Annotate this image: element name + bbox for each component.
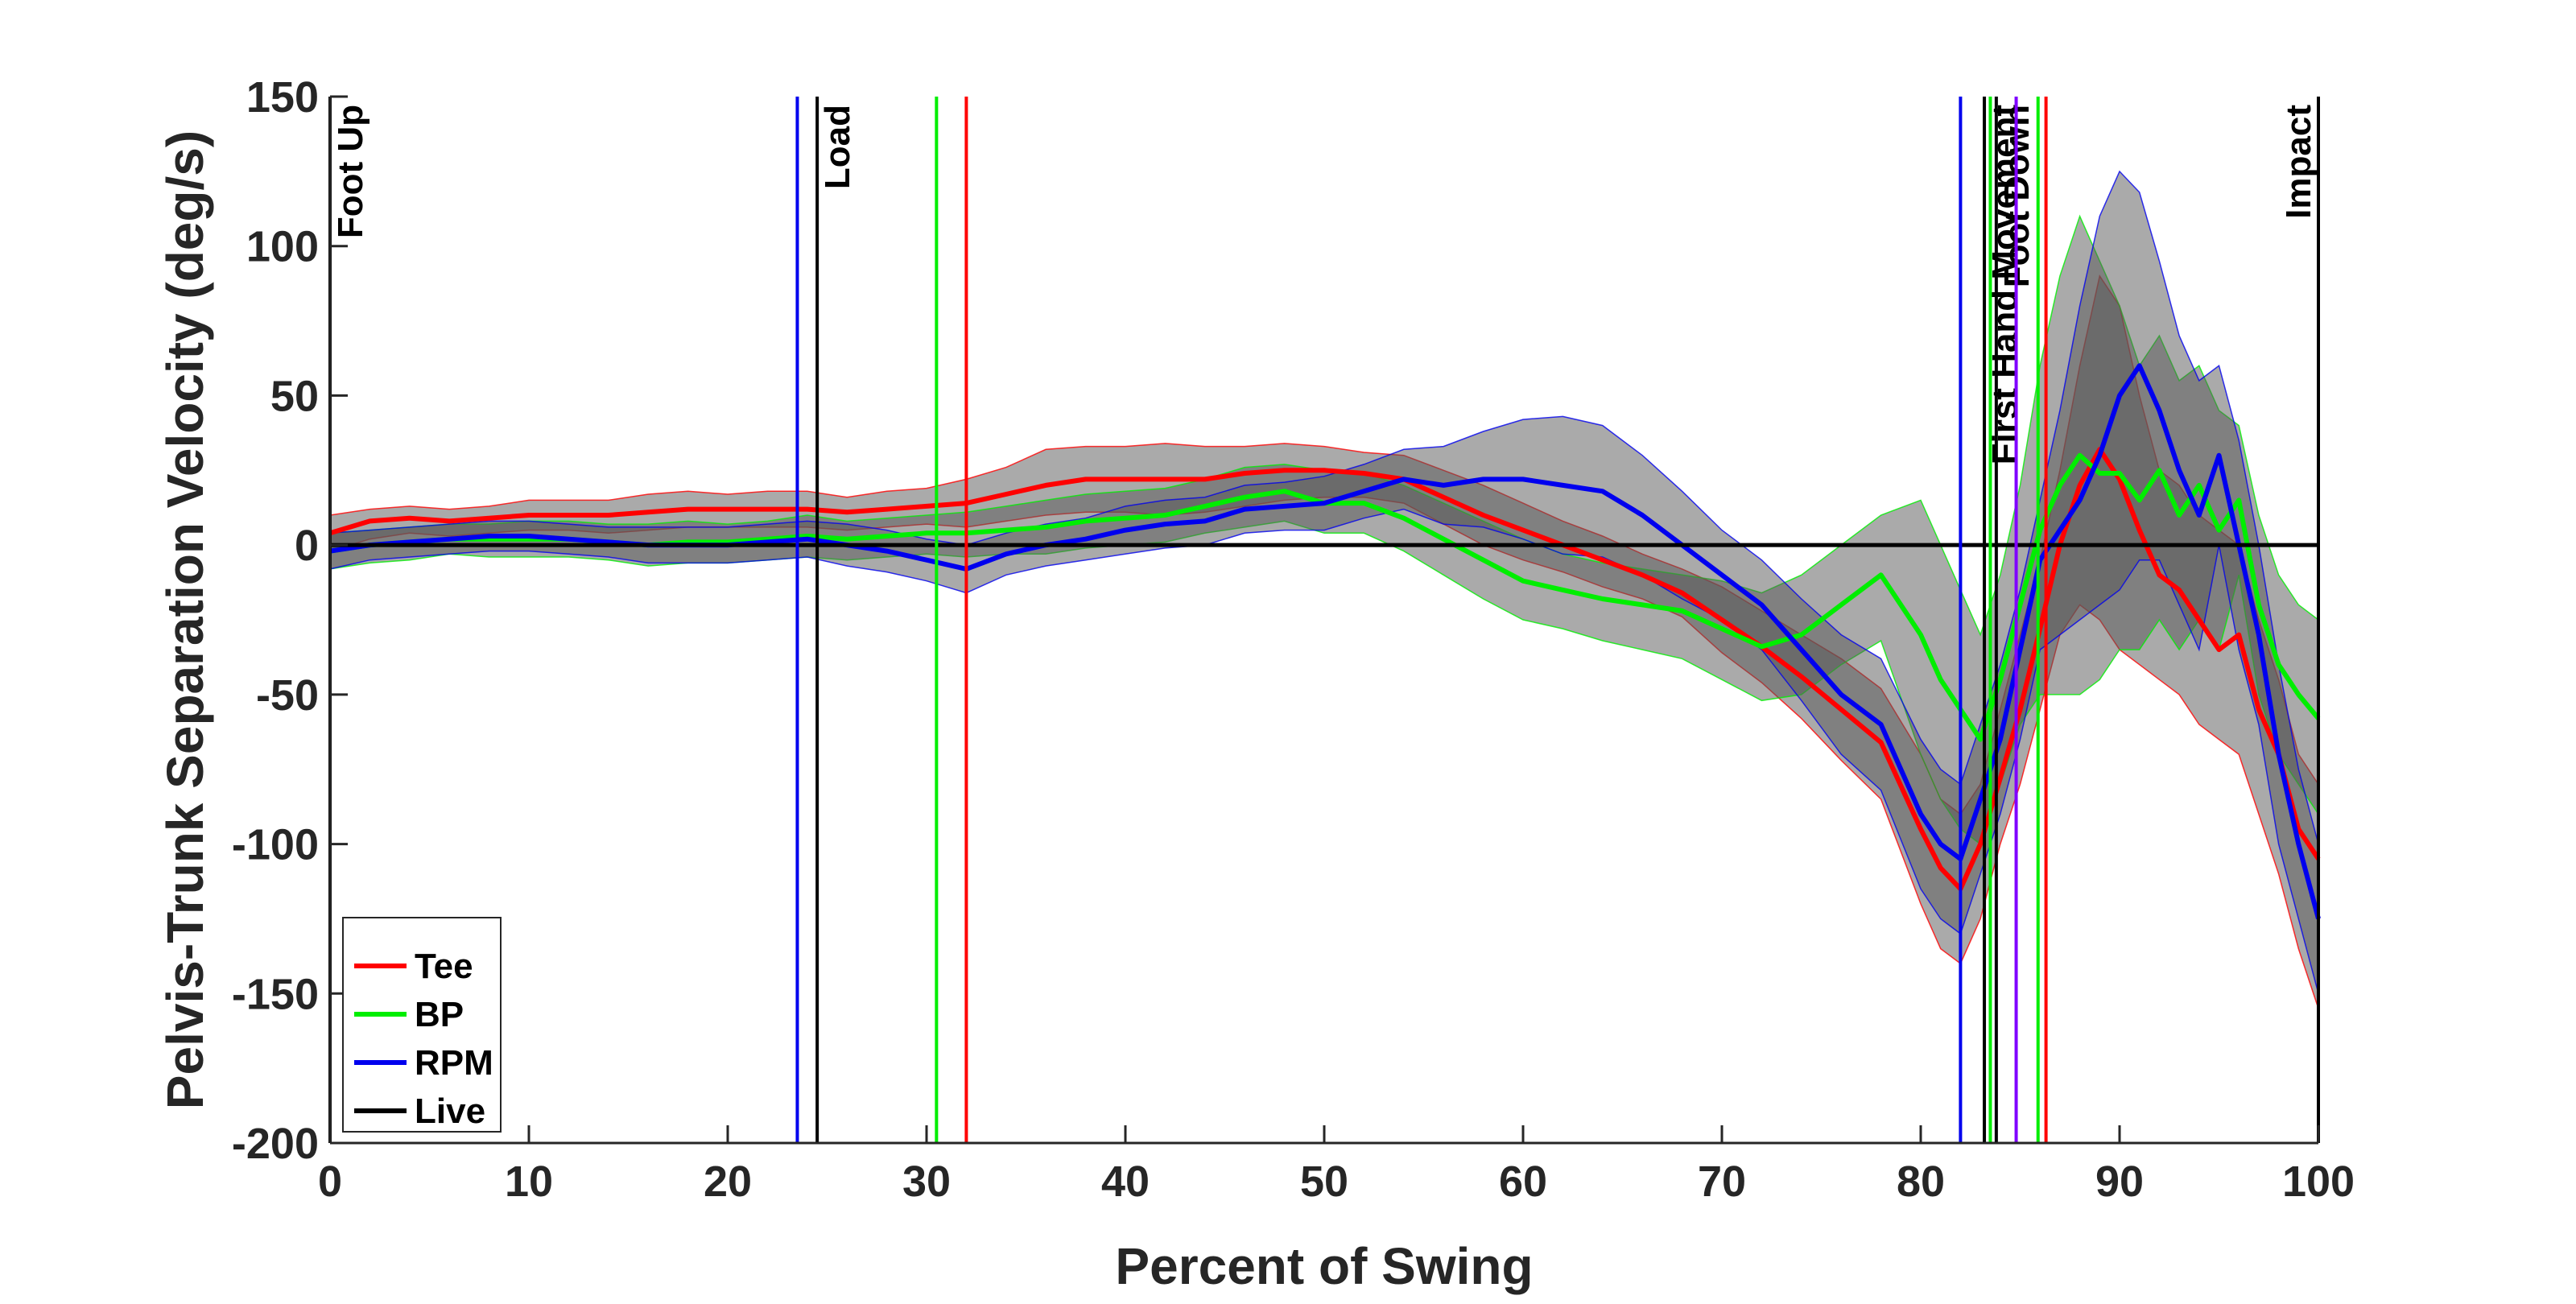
x-tick-label: 40 (1101, 1158, 1150, 1206)
x-axis-title: Percent of Swing (1115, 1237, 1533, 1295)
line-bp (329, 452, 2321, 742)
x-tick-label: 0 (318, 1158, 342, 1206)
x-tick-label: 30 (902, 1158, 951, 1206)
legend: Tee BP RPM Live (342, 917, 502, 1133)
x-tick-label: 80 (1897, 1158, 1945, 1206)
y-tick-label: -100 (232, 821, 319, 869)
x-tick-label: 60 (1499, 1158, 1547, 1206)
x-tick-label: 100 (2282, 1158, 2355, 1206)
x-tick-labels: 0 10 20 30 40 50 60 70 80 90 100 (318, 1125, 2355, 1206)
line-tee (329, 447, 2321, 892)
x-tick-label: 70 (1698, 1158, 1746, 1206)
x-tick-label: 10 (505, 1158, 553, 1206)
y-tick-label: -200 (232, 1120, 319, 1168)
y-tick-label: 0 (295, 522, 319, 570)
y-tick-label: 150 (246, 73, 319, 122)
event-label-load: Load (818, 105, 857, 189)
event-label-impact: Impact (2279, 105, 2318, 219)
legend-label-bp: BP (415, 995, 464, 1034)
legend-box (342, 917, 502, 1133)
legend-label-rpm: RPM (415, 1043, 493, 1083)
x-tick-label: 50 (1300, 1158, 1348, 1206)
y-axis-title: Pelvis-Trunk Separation Velocity (deg/s) (156, 130, 214, 1109)
event-label-foot-up: Foot Up (331, 105, 370, 238)
y-tick-label: -50 (256, 671, 319, 720)
legend-label-tee: Tee (415, 947, 473, 986)
x-tick-label: 90 (2095, 1158, 2144, 1206)
y-tick-label: 50 (270, 372, 319, 420)
y-tick-labels: -200 -150 -100 -50 0 50 100 150 (232, 73, 348, 1168)
x-tick-label: 20 (704, 1158, 752, 1206)
y-tick-label: 100 (246, 223, 319, 271)
legend-label-live: Live (415, 1091, 485, 1131)
y-tick-label: -150 (232, 970, 319, 1018)
